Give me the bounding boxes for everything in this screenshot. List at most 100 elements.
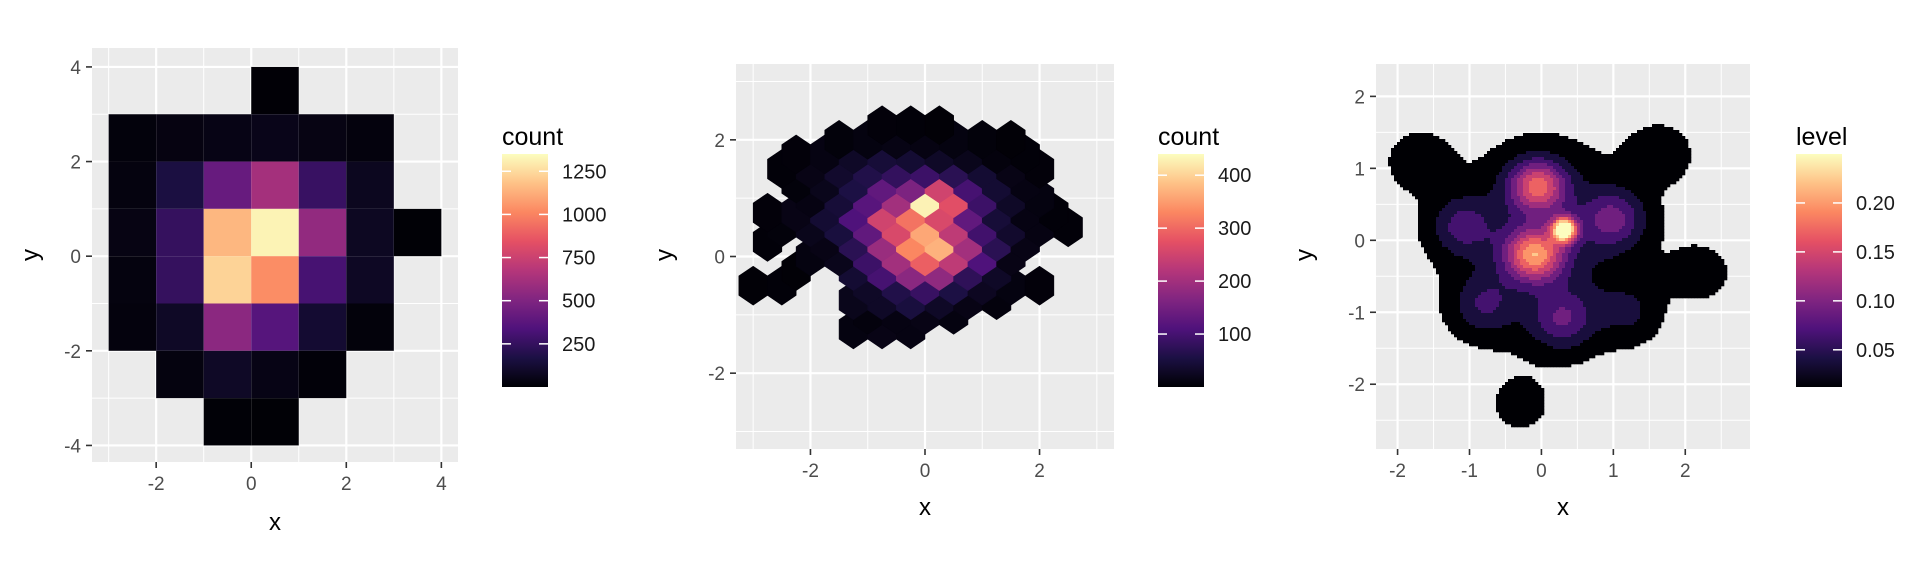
density-cell <box>1460 172 1464 176</box>
density-cell <box>1655 247 1659 251</box>
density-cell <box>1610 286 1614 290</box>
density-cell <box>1658 196 1662 200</box>
density-cell <box>1445 292 1449 296</box>
density-cell <box>1613 247 1617 251</box>
density-cell <box>1439 268 1443 272</box>
density-cell <box>1655 142 1659 146</box>
density-cell <box>1469 187 1473 191</box>
density-cell <box>1457 277 1461 281</box>
density-cell <box>1625 253 1629 257</box>
density-cell <box>1463 163 1467 167</box>
density-cell <box>1511 232 1515 236</box>
density-cell <box>1439 205 1443 209</box>
density-cell <box>1586 211 1590 215</box>
density-cell <box>1544 283 1548 287</box>
density-cell <box>1649 289 1653 293</box>
density-cell <box>1535 247 1539 251</box>
density-cell <box>1538 205 1542 209</box>
density-cell <box>1442 223 1446 227</box>
density-cell <box>1451 211 1455 215</box>
density-cell <box>1595 247 1599 251</box>
density-cell <box>1424 169 1428 173</box>
density-cell <box>1619 184 1623 188</box>
density-cell <box>1460 208 1464 212</box>
density-cell <box>1622 196 1626 200</box>
density-cell <box>1529 289 1533 293</box>
density-cell <box>1649 232 1653 236</box>
density-cell <box>1517 256 1521 260</box>
density-cell <box>1565 199 1569 203</box>
density-cell <box>1514 184 1518 188</box>
density-cell <box>1706 262 1710 266</box>
density-cell <box>1643 232 1647 236</box>
density-cell <box>1625 220 1629 224</box>
density-cell <box>1661 250 1665 254</box>
density-cell <box>1451 226 1455 230</box>
density-cell <box>1472 229 1476 233</box>
density-cell <box>1508 241 1512 245</box>
density-cell <box>1517 181 1521 185</box>
density-cell <box>1412 193 1416 197</box>
density-cell <box>1619 262 1623 266</box>
density-cell <box>1565 136 1569 140</box>
density-cell <box>1703 256 1707 260</box>
density-cell <box>1553 133 1557 137</box>
density-cell <box>1439 247 1443 251</box>
density-cell <box>1433 259 1437 263</box>
density-cell <box>1472 163 1476 167</box>
density-cell <box>1421 232 1425 236</box>
density-cell <box>1601 184 1605 188</box>
density-cell <box>1694 244 1698 248</box>
density-cell <box>1529 154 1533 158</box>
density-cell <box>1418 187 1422 191</box>
density-cell <box>1616 199 1620 203</box>
density-cell <box>1667 283 1671 287</box>
density-cell <box>1676 259 1680 263</box>
density-cell <box>1532 232 1536 236</box>
density-cell <box>1604 289 1608 293</box>
density-cell <box>1487 235 1491 239</box>
density-cell <box>1532 271 1536 275</box>
density-cell <box>1538 148 1542 152</box>
density-cell <box>1508 286 1512 290</box>
density-cell <box>1520 292 1524 296</box>
density-cell <box>1607 247 1611 251</box>
density-cell <box>1547 241 1551 245</box>
density-cell <box>1655 133 1659 137</box>
density-cell <box>1607 202 1611 206</box>
density-cell <box>1499 289 1503 293</box>
density-cell <box>1478 202 1482 206</box>
density-cell <box>1427 160 1431 164</box>
density-cell <box>1499 238 1503 242</box>
density-cell <box>1559 250 1563 254</box>
density-cell <box>1655 199 1659 203</box>
density-cell <box>1433 169 1437 173</box>
density-cell <box>1532 178 1536 182</box>
density-cell <box>1604 193 1608 197</box>
density-cell <box>1508 262 1512 266</box>
density-cell <box>1589 157 1593 161</box>
density-cell <box>1664 130 1668 134</box>
density-cell <box>1667 271 1671 275</box>
density-cell <box>1466 175 1470 179</box>
density-cell <box>1442 178 1446 182</box>
density-cell <box>1694 286 1698 290</box>
density-cell <box>1469 265 1473 269</box>
density-cell <box>1616 205 1620 209</box>
density-cell <box>1499 241 1503 245</box>
density-cell <box>1619 193 1623 197</box>
density-cell <box>1553 184 1557 188</box>
density-cell <box>1493 238 1497 242</box>
density-cell <box>1670 133 1674 137</box>
density-cell <box>1430 205 1434 209</box>
density-cell <box>1487 232 1491 236</box>
density-cell <box>1661 268 1665 272</box>
density-cell <box>1697 289 1701 293</box>
density-cell <box>1394 145 1398 149</box>
density-cell <box>1664 151 1668 155</box>
density-cell <box>1673 145 1677 149</box>
density-cell <box>1481 235 1485 239</box>
density-cell <box>1436 190 1440 194</box>
density-cell <box>1631 253 1635 257</box>
density-cell <box>1568 169 1572 173</box>
